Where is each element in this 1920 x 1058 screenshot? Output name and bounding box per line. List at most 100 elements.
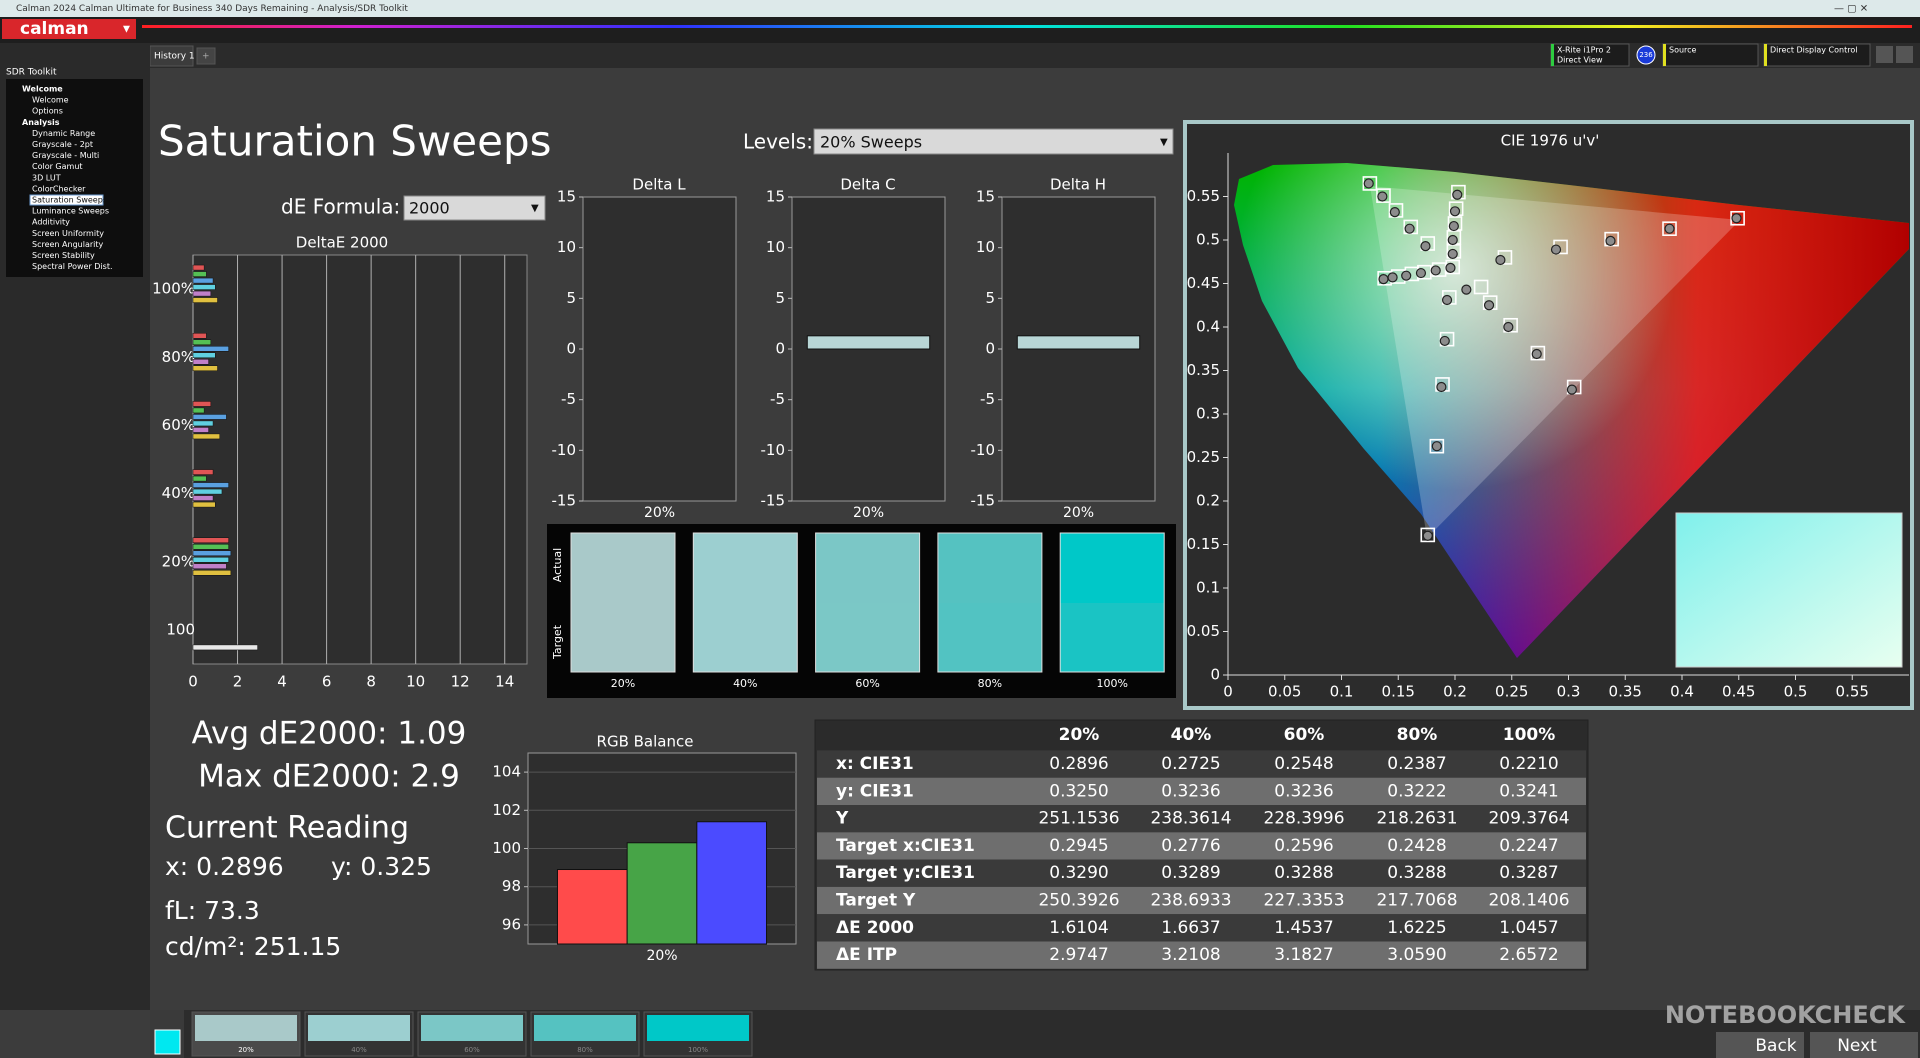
tree-item[interactable]: Additivity <box>32 218 70 227</box>
tree-item[interactable]: Dynamic Range <box>32 129 95 138</box>
y-tick-label: 0.45 <box>1187 274 1220 292</box>
target-swatch <box>693 603 798 672</box>
thumb-color <box>195 1015 297 1041</box>
thumbnails: 20% 40% 60% 80% 100% <box>191 1011 753 1057</box>
tree-item[interactable]: Saturation Sweeps <box>32 196 107 205</box>
target-point <box>1530 345 1546 361</box>
measured-point <box>1448 220 1459 232</box>
x-tick-label: 8 <box>366 673 376 691</box>
table-cell: 0.3288 <box>1274 863 1333 883</box>
bar <box>192 557 229 563</box>
source-label: Source <box>1669 46 1697 55</box>
table-cell: 0.2210 <box>1499 754 1558 774</box>
y-tick-label: 100 <box>166 620 195 638</box>
y-tick-label: 5 <box>566 289 576 307</box>
swatch-label: 40% <box>733 677 757 690</box>
next-button[interactable] <box>1810 1032 1918 1058</box>
back-button[interactable] <box>1716 1032 1804 1058</box>
settings-button[interactable] <box>1876 46 1893 63</box>
spectral-locus-white <box>1234 163 1909 658</box>
table-cell: 3.0590 <box>1387 945 1446 965</box>
measured-point <box>1447 248 1458 260</box>
table-cell: 0.2548 <box>1274 754 1333 774</box>
table-row <box>817 886 1586 915</box>
tree-item[interactable]: Spectral Power Dist. <box>32 262 113 271</box>
meter-mode: Direct View <box>1557 56 1603 65</box>
settings-button[interactable] <box>1896 46 1913 63</box>
reading-cdm2: cd/m²: 251.15 <box>165 932 341 961</box>
bar <box>192 359 209 365</box>
row-label: ΔE ITP <box>836 945 897 965</box>
x-tick-label: 0.1 <box>1330 683 1354 701</box>
meter-badge[interactable] <box>1636 45 1656 65</box>
x-tick-label: 0.45 <box>1722 683 1755 701</box>
target-point <box>1473 279 1489 295</box>
y-tick-label: 0.1 <box>1196 579 1220 597</box>
logo-button[interactable] <box>2 19 136 39</box>
x-tick-label: 20% <box>853 505 884 521</box>
x-tick-label: 0.2 <box>1443 683 1467 701</box>
bar <box>192 550 232 556</box>
x-tick-label: 20% <box>1063 505 1094 521</box>
measured-point <box>1430 265 1441 276</box>
table-cell: 0.2428 <box>1387 836 1446 856</box>
y-tick-label: 0.55 <box>1187 187 1220 205</box>
watermark: NOTEBOOKCHECK <box>1665 1001 1907 1029</box>
window-controls[interactable]: — ▢ ✕ <box>1834 4 1868 15</box>
back-label: Back <box>1755 1036 1796 1056</box>
tree-item[interactable]: Welcome <box>32 96 69 105</box>
tree-item[interactable]: Grayscale - Multi <box>32 151 99 160</box>
table-cell: 0.3250 <box>1049 781 1108 801</box>
measured-point <box>1452 189 1463 200</box>
y-tick-label: 0.3 <box>1196 405 1220 423</box>
table-cell: 0.2776 <box>1161 836 1220 856</box>
tree-item[interactable]: Luminance Sweeps <box>32 207 109 216</box>
tree-item[interactable]: Grayscale - 2pt <box>32 140 93 149</box>
table-row <box>817 832 1586 860</box>
swatch-label: 20% <box>611 677 635 690</box>
y-tick-label: 100 <box>492 839 521 857</box>
actual-swatch <box>571 533 675 603</box>
table-cell: 0.2945 <box>1049 836 1108 856</box>
tree-item[interactable]: Color Gamut <box>32 162 83 171</box>
y-tick-label: 10 <box>766 238 785 256</box>
gamut-triangle <box>1370 186 1740 538</box>
table-header: 80% <box>1397 725 1438 745</box>
formula-value: 2000 <box>409 199 450 218</box>
y-tick-label: 60% <box>162 416 195 434</box>
tree-items: Welcome Welcome Options Analysis Dynamic Ran… <box>22 85 113 272</box>
levels-dropdown[interactable] <box>813 128 1174 155</box>
thumb-color <box>421 1015 523 1041</box>
table-cell: 217.7068 <box>1376 891 1457 911</box>
tree-item[interactable]: Analysis <box>22 118 60 127</box>
measured-point <box>1461 284 1472 295</box>
measured-point <box>1605 235 1616 246</box>
tree-item[interactable]: Screen Angularity <box>32 240 104 249</box>
plot-area <box>582 196 737 502</box>
table-row <box>817 941 1586 969</box>
swatch-border <box>692 532 798 673</box>
formula-dropdown[interactable] <box>403 195 546 221</box>
table-cell: 0.2247 <box>1499 836 1558 856</box>
thumb-label: 40% <box>351 1046 367 1054</box>
header-bar <box>0 17 1920 43</box>
tree-item[interactable]: Options <box>32 107 63 116</box>
target-label: Target <box>551 624 564 660</box>
tree-item[interactable]: Screen Uniformity <box>32 229 104 238</box>
measured-point <box>1566 384 1578 395</box>
x-tick-label: 4 <box>277 673 287 691</box>
actual-swatch <box>937 533 1042 603</box>
measured-point <box>1420 240 1431 252</box>
bar <box>626 842 698 945</box>
add-tab[interactable] <box>196 47 216 65</box>
bar <box>806 335 931 350</box>
tree-item[interactable]: ColorChecker <box>32 184 86 193</box>
tree-item[interactable]: 3D LUT <box>32 173 61 182</box>
x-tick-label: 0.35 <box>1609 683 1642 701</box>
reading-title: Current Reading <box>165 811 409 846</box>
table-cell: 2.9747 <box>1049 945 1108 965</box>
tree-item[interactable]: Screen Stability <box>32 251 95 260</box>
target-point <box>1362 176 1378 191</box>
tree-item[interactable]: Welcome <box>22 85 63 94</box>
meter-badge-label: 236 <box>1639 51 1653 59</box>
